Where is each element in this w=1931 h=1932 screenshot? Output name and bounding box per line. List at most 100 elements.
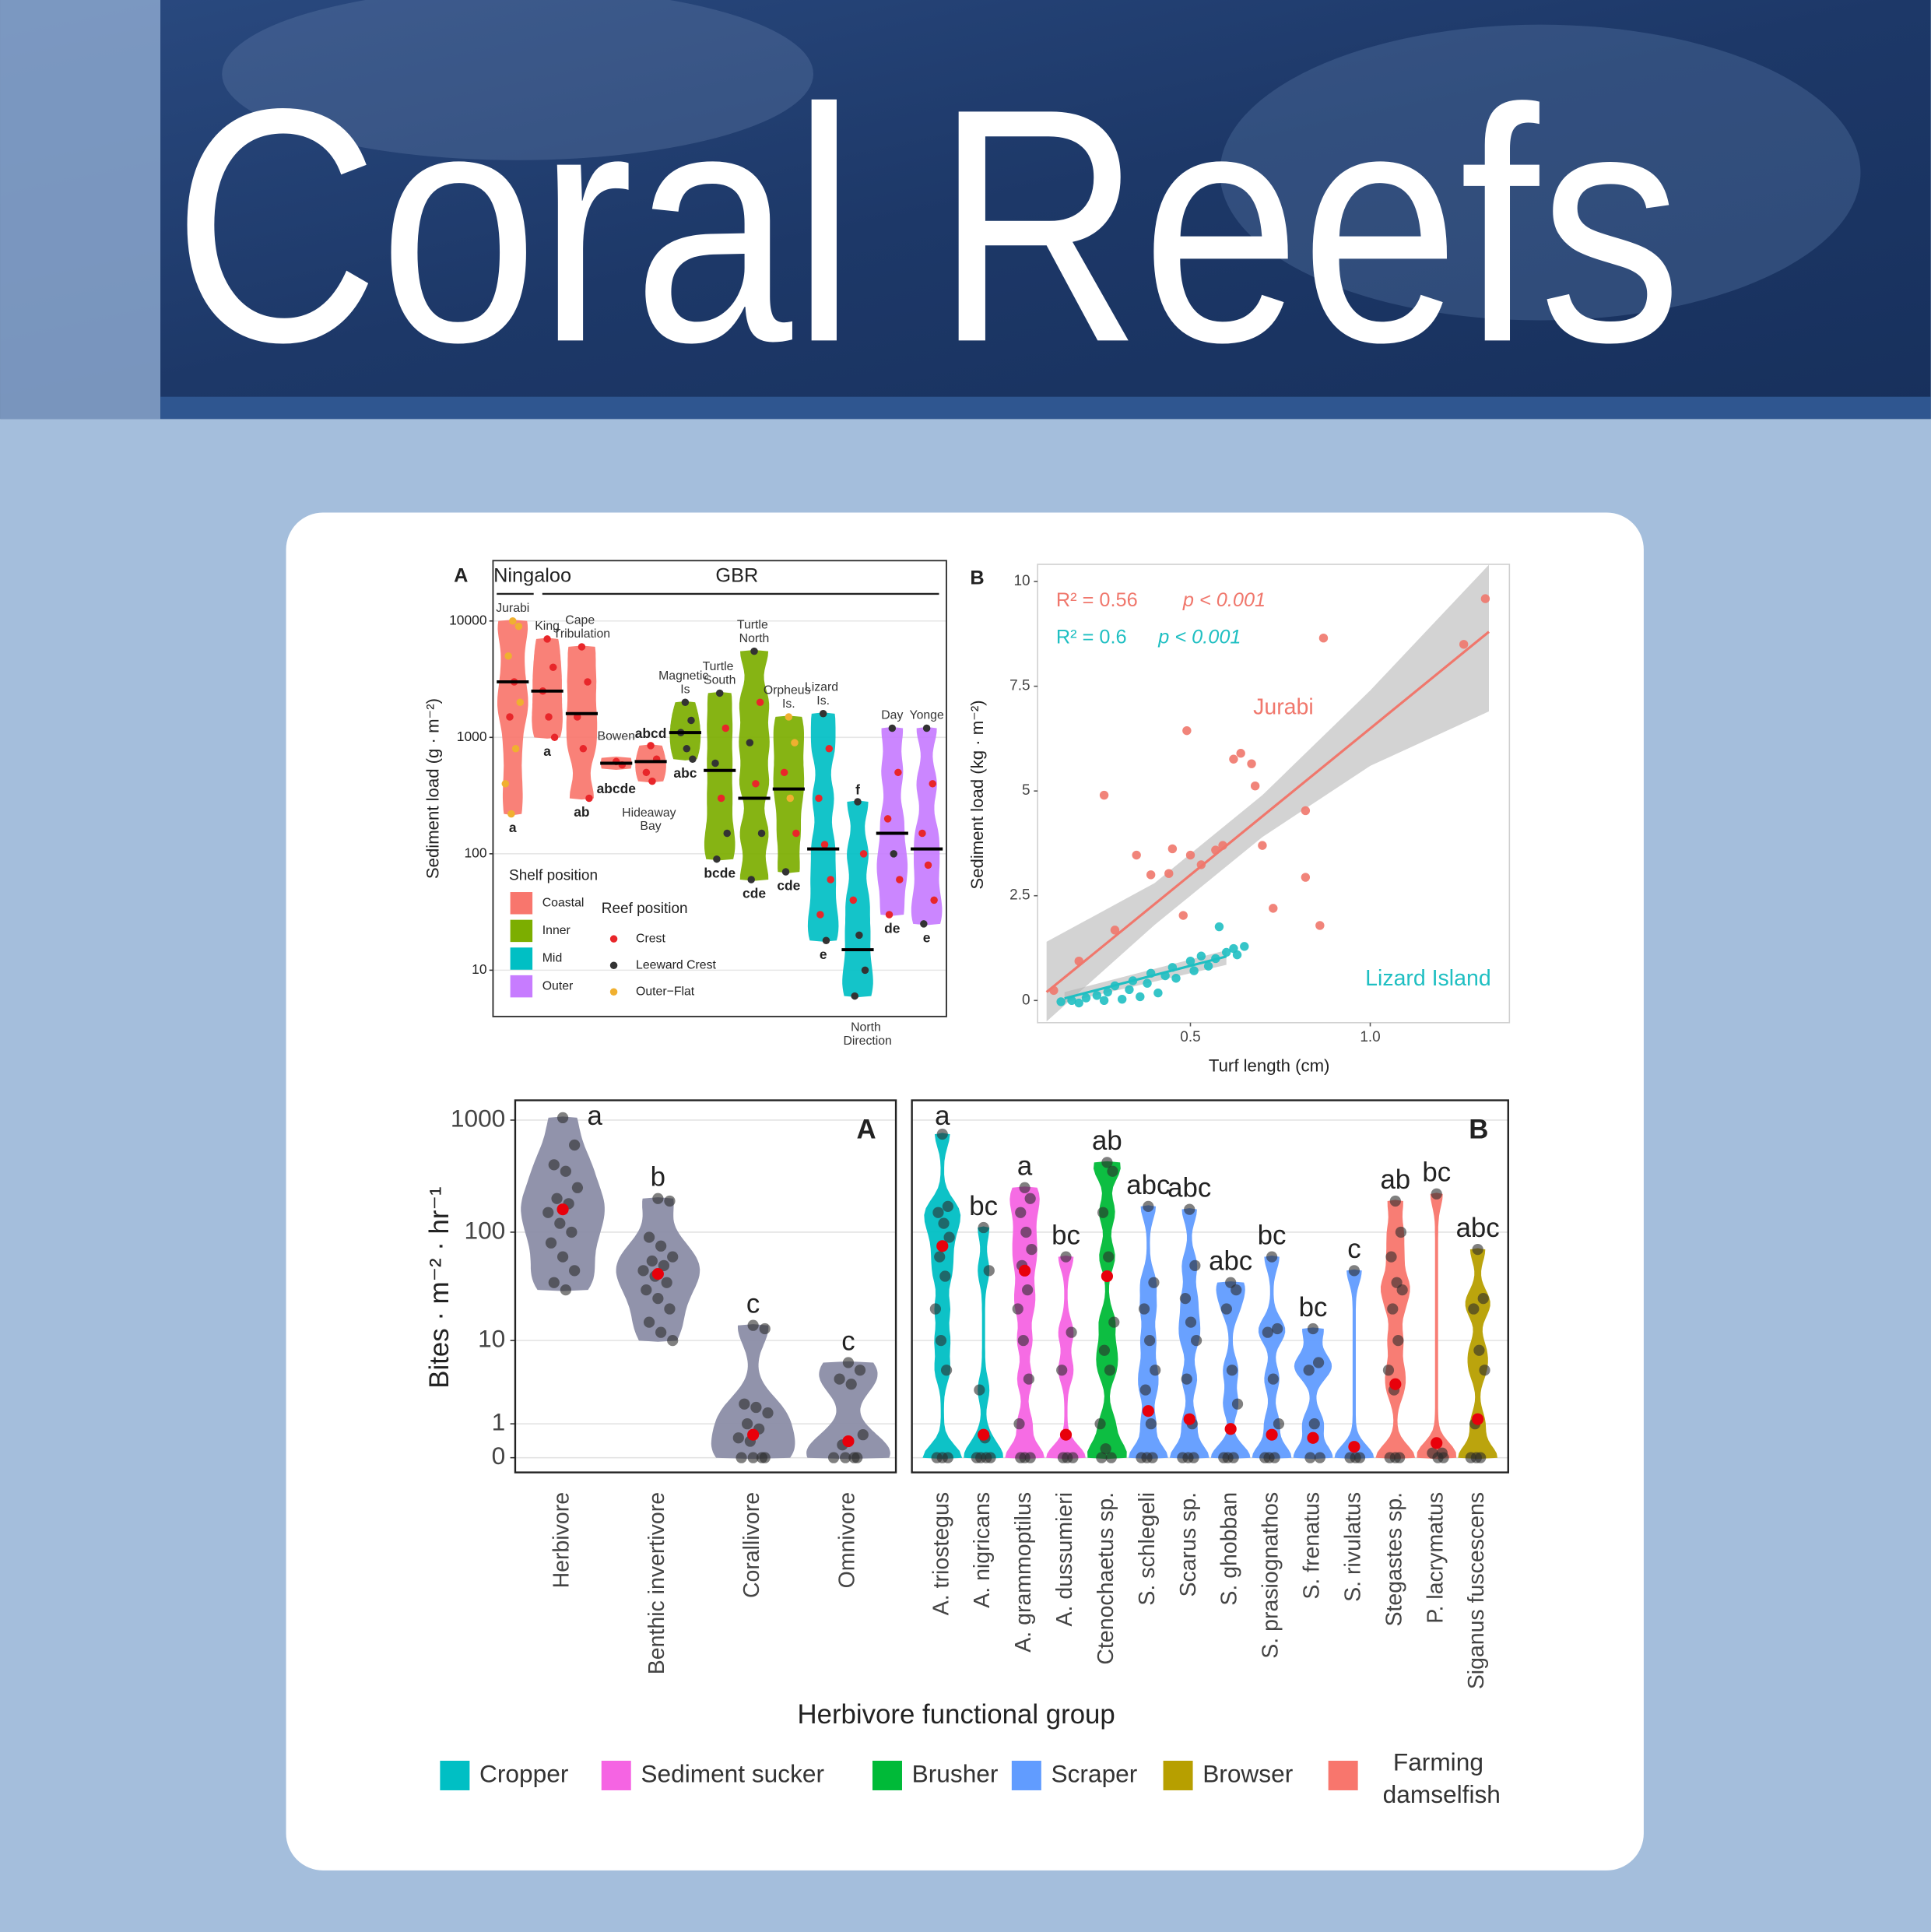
x-axis-label: Turf length (cm) bbox=[1209, 1056, 1330, 1076]
significance-letters: abc bbox=[1167, 1173, 1211, 1203]
data-point bbox=[681, 698, 690, 707]
significance-letters: a bbox=[935, 1101, 950, 1131]
data-point bbox=[888, 724, 897, 732]
violin bbox=[1252, 1256, 1292, 1460]
data-point bbox=[511, 745, 520, 753]
data-point bbox=[747, 876, 755, 883]
data-point bbox=[643, 1316, 655, 1328]
site-label: Jurabi bbox=[496, 602, 529, 615]
data-point bbox=[1108, 1316, 1120, 1328]
banner-cloud bbox=[222, 0, 813, 160]
legend-label: Mid bbox=[542, 952, 562, 965]
data-point bbox=[1145, 1418, 1157, 1430]
data-point bbox=[1308, 1418, 1320, 1430]
data-point bbox=[1074, 998, 1083, 1008]
data-point bbox=[545, 713, 553, 721]
data-point bbox=[1184, 1203, 1195, 1215]
journal-title: Coral Reefs bbox=[173, 39, 1682, 411]
data-point bbox=[1148, 1277, 1160, 1288]
data-point bbox=[1110, 926, 1120, 935]
significance-letters: bc bbox=[969, 1191, 998, 1221]
mean-point bbox=[1389, 1378, 1402, 1390]
legend-swatch bbox=[510, 947, 533, 970]
site-label: Day bbox=[881, 709, 903, 722]
data-point bbox=[1220, 1303, 1232, 1315]
violin bbox=[711, 1324, 795, 1460]
data-point bbox=[930, 896, 938, 905]
violin bbox=[1046, 1256, 1086, 1460]
data-point bbox=[752, 780, 760, 788]
data-point bbox=[1139, 1384, 1151, 1396]
data-point bbox=[1301, 806, 1311, 816]
legend-dot bbox=[609, 961, 618, 969]
x-tick-label: A. grammoptilus bbox=[1011, 1492, 1036, 1653]
data-point bbox=[942, 1200, 953, 1213]
x-tick-label: Herbivore bbox=[549, 1492, 574, 1588]
data-point bbox=[1468, 1303, 1480, 1315]
mean-point bbox=[1266, 1428, 1278, 1441]
significance-letters: cde bbox=[743, 886, 766, 901]
figure-card bbox=[286, 512, 1644, 1871]
legend-swatch bbox=[601, 1760, 631, 1790]
data-point bbox=[1012, 1303, 1023, 1315]
site-label: North Direction bbox=[843, 1021, 891, 1048]
y-tick-label: 2.5 bbox=[1009, 887, 1030, 904]
data-point bbox=[1094, 1418, 1106, 1430]
violin bbox=[807, 712, 839, 942]
data-point bbox=[643, 1231, 655, 1243]
data-point bbox=[1103, 1251, 1115, 1263]
data-point bbox=[637, 1265, 649, 1277]
data-point bbox=[1307, 1323, 1319, 1335]
data-point bbox=[894, 768, 902, 777]
data-point bbox=[932, 1207, 944, 1218]
significance-letters: e bbox=[820, 947, 827, 962]
violin bbox=[635, 744, 666, 783]
data-point bbox=[556, 1251, 569, 1263]
y-tick-label: 100 bbox=[464, 1216, 505, 1244]
data-point bbox=[929, 1303, 942, 1315]
data-point bbox=[1273, 1418, 1285, 1430]
legend-swatch bbox=[1163, 1760, 1193, 1790]
mean-point bbox=[747, 1428, 760, 1441]
data-point bbox=[1438, 1452, 1449, 1463]
data-point bbox=[1023, 1373, 1035, 1385]
violin bbox=[1375, 1200, 1416, 1460]
legend-swatch bbox=[510, 919, 533, 943]
data-point bbox=[1125, 985, 1134, 994]
data-point bbox=[1189, 1259, 1201, 1271]
data-point bbox=[746, 739, 754, 746]
significance-letters: abc bbox=[1126, 1170, 1170, 1200]
data-point bbox=[1250, 782, 1260, 791]
data-point bbox=[1097, 1207, 1109, 1218]
data-point bbox=[1232, 950, 1242, 960]
significance-letters: abcde bbox=[597, 781, 637, 796]
site-label: Cape Tribulation bbox=[553, 614, 610, 641]
data-point bbox=[501, 780, 510, 788]
data-point bbox=[655, 1240, 667, 1252]
data-point bbox=[918, 829, 926, 838]
data-point bbox=[554, 1217, 566, 1229]
violin bbox=[1334, 1269, 1375, 1460]
data-point bbox=[1056, 1365, 1068, 1376]
data-point bbox=[762, 1407, 774, 1419]
significance-letters: a bbox=[509, 820, 517, 835]
data-point bbox=[759, 1323, 771, 1335]
region-label: Ningaloo bbox=[493, 564, 571, 586]
data-point bbox=[1269, 1452, 1280, 1463]
mean-point bbox=[1307, 1431, 1319, 1444]
data-point bbox=[641, 1284, 652, 1296]
data-point bbox=[1301, 873, 1311, 882]
data-point bbox=[1017, 1335, 1029, 1347]
data-point bbox=[883, 815, 892, 823]
data-point bbox=[1117, 994, 1127, 1004]
mean-point bbox=[1183, 1413, 1195, 1425]
data-point bbox=[736, 1452, 747, 1463]
mean-point bbox=[651, 1267, 664, 1280]
x-tick-label: P. lacrymatus bbox=[1423, 1492, 1448, 1624]
data-point bbox=[1178, 911, 1188, 920]
data-point bbox=[920, 920, 928, 928]
data-point bbox=[652, 1293, 664, 1305]
data-point bbox=[924, 861, 932, 869]
data-point bbox=[542, 1207, 554, 1218]
data-point bbox=[579, 745, 588, 753]
